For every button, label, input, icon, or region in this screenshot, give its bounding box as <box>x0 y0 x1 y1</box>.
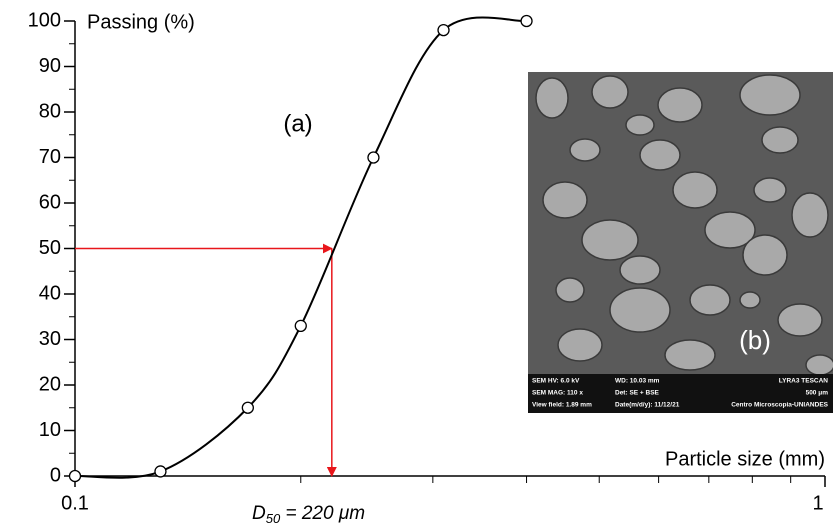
d50-label-part: D <box>252 503 266 524</box>
inset-footer-text: Date(m/d/y): 11/12/21 <box>615 402 680 409</box>
x-axis-label: Particle size (mm) <box>665 448 825 470</box>
y-tick-label: 40 <box>39 282 61 304</box>
curve <box>74 16 527 479</box>
y-tick-label: 20 <box>39 373 61 395</box>
inset-footer-text: View field: 1.89 mm <box>532 402 592 409</box>
d50-label-part: 50 <box>266 511 281 526</box>
d50-label: D50 = 220 μm <box>252 503 365 526</box>
point <box>367 151 380 164</box>
panel-label: (a) <box>283 110 312 137</box>
point <box>520 14 533 28</box>
y-tick-label: 90 <box>39 55 61 77</box>
point <box>68 469 82 483</box>
sem-image <box>528 72 833 413</box>
point <box>437 23 450 37</box>
y-tick-label: 30 <box>39 328 61 350</box>
y-tick-label: 70 <box>39 146 61 168</box>
y-tick-label: 80 <box>39 100 61 122</box>
y-axis-label: Passing (%) <box>87 11 195 33</box>
inset-footer-text: WD: 10.03 mm <box>615 378 660 385</box>
y-tick-label: 100 <box>28 9 61 31</box>
inset-footer-text: SEM MAG: 110 x <box>532 390 583 397</box>
x-tick-label: 1 <box>812 492 823 514</box>
y-tick-label: 60 <box>39 191 61 213</box>
point <box>294 319 307 333</box>
y-tick-label: 10 <box>39 419 61 441</box>
d50-label-part: = 220 μm <box>280 503 365 524</box>
inset-footer-text: Det: SE + BSE <box>615 390 660 397</box>
x-tick-label: 0.1 <box>61 492 89 514</box>
point <box>154 465 167 478</box>
inset-footer-text: LYRA3 TESCAN <box>779 378 829 385</box>
inset-label: (b) <box>739 325 771 355</box>
point <box>241 401 254 414</box>
inset-footer-text: 500 μm <box>806 390 829 397</box>
inset-footer-text: Centro Microscopia-UNIANDES <box>731 402 828 409</box>
y-tick-label: 0 <box>50 464 61 486</box>
y-tick-label: 50 <box>39 237 61 259</box>
inset-footer-text: SEM HV: 6.0 kV <box>532 378 580 385</box>
